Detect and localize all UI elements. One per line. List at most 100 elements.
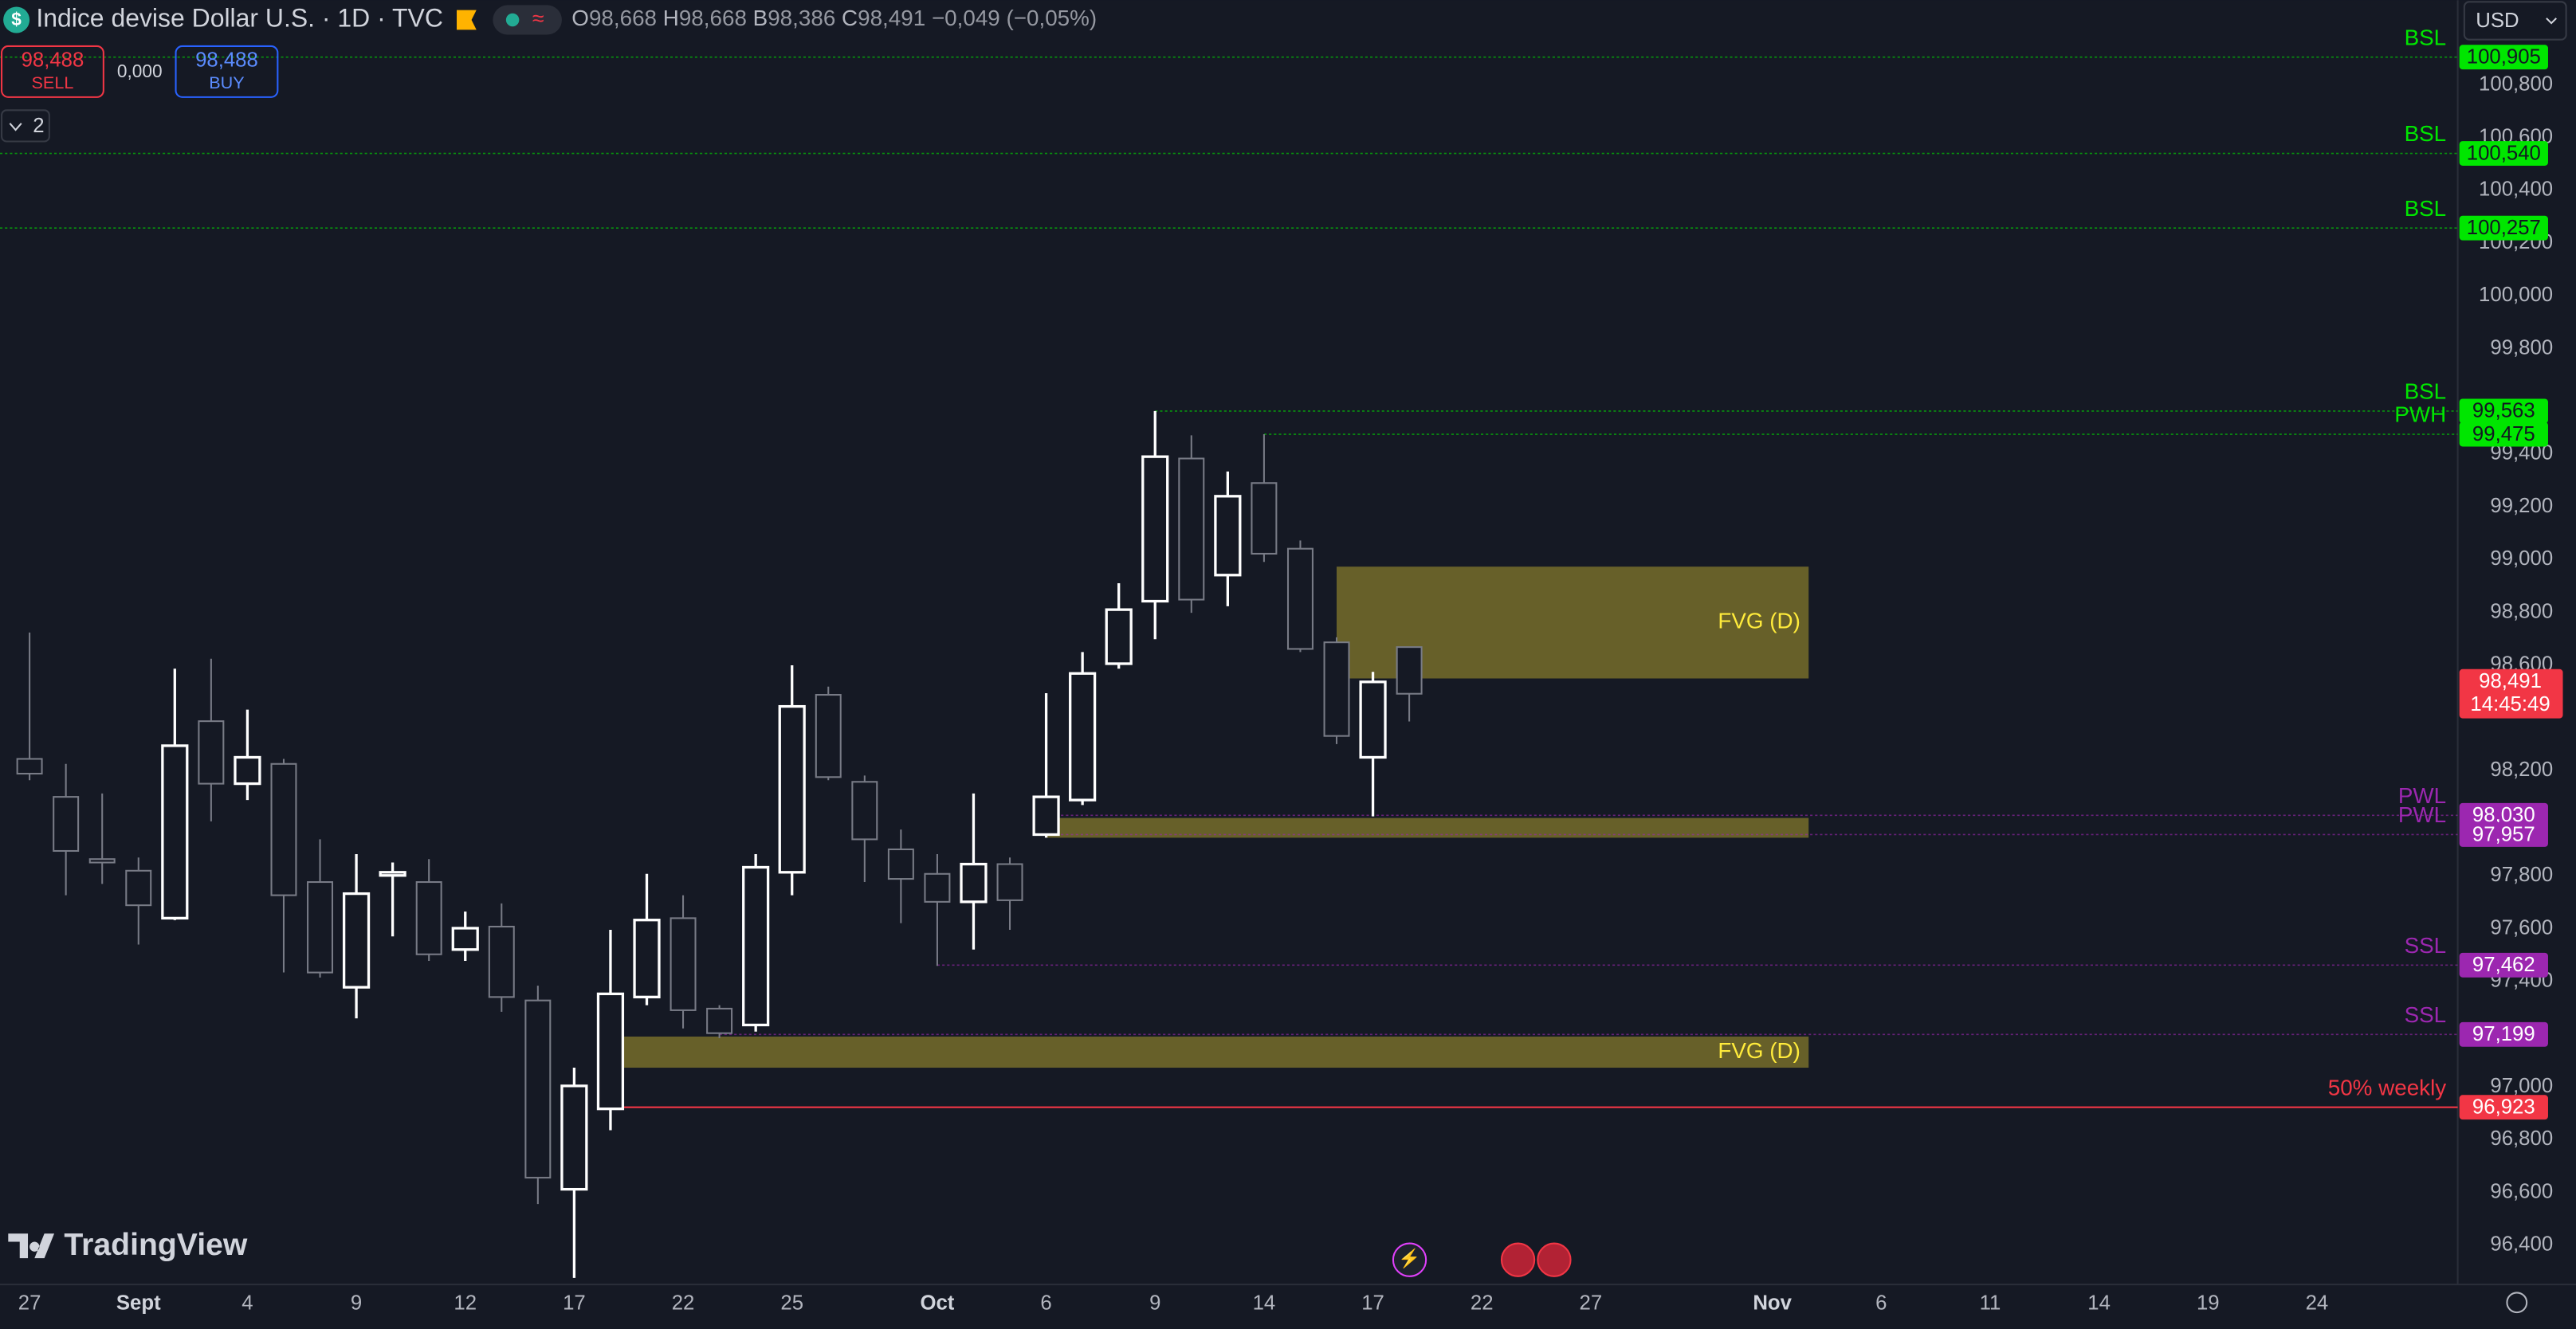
candle-body — [815, 694, 842, 778]
symbol-title[interactable]: Indice devise Dollar U.S. · 1D · TVC — [36, 3, 443, 32]
x-tick-label: 25 — [780, 1292, 803, 1315]
buy-label: BUY — [209, 73, 244, 92]
level-name: SSL — [2405, 1002, 2447, 1027]
currency-select[interactable] — [2463, 1, 2567, 41]
sell-button[interactable] — [1, 45, 104, 98]
level-price-label: 100,905 — [2467, 46, 2541, 69]
level-price-box — [2459, 1095, 2548, 1120]
level-price-box — [2459, 802, 2548, 828]
candle-body — [88, 858, 116, 864]
candle-body — [706, 1007, 733, 1034]
candle-body — [161, 744, 189, 920]
buy-price: 98,488 — [195, 49, 258, 71]
chevron — [2546, 18, 2557, 25]
y-tick-label: 99,800 — [2490, 336, 2553, 359]
y-tick-label: 97,800 — [2490, 864, 2553, 886]
x-tick-label: 6 — [1040, 1292, 1051, 1315]
candle-body — [924, 872, 951, 903]
candle-body — [1323, 641, 1350, 737]
symbol-icon[interactable] — [3, 6, 30, 33]
y-tick-label: 96,400 — [2490, 1233, 2553, 1256]
status-pill[interactable] — [493, 5, 562, 35]
level-price-box — [2459, 821, 2548, 847]
x-tick-label: Nov — [1753, 1292, 1792, 1315]
candle-body — [524, 999, 552, 1179]
settings-icon[interactable] — [2506, 1292, 2528, 1314]
y-tick-label: 100,400 — [2479, 178, 2553, 201]
level-price-label: 99,475 — [2472, 423, 2535, 445]
indicators-count: 2 — [33, 115, 44, 137]
candle-body — [379, 871, 406, 877]
ohlc-key: B — [753, 6, 768, 30]
zone-label: FVG (D) — [1718, 609, 1800, 633]
x-tick-label: 22 — [672, 1292, 695, 1315]
candle-body — [887, 848, 914, 880]
candle-body — [560, 1084, 588, 1191]
candle-body — [633, 919, 661, 998]
x-tick-label: 17 — [563, 1292, 586, 1315]
x-tick-label: 6 — [1875, 1292, 1887, 1315]
candle-body — [851, 781, 878, 841]
candle-body — [1214, 495, 1242, 577]
ohlc: O98,668 H98,668 B98,386 C98,491 −0,049 (… — [571, 6, 1097, 30]
currency: USD — [2476, 10, 2519, 32]
level-price-label: 97,462 — [2472, 954, 2535, 976]
y-tick-label: 97,000 — [2490, 1075, 2553, 1097]
x-tick-label: 22 — [1471, 1292, 1494, 1315]
indicators-toggle[interactable] — [1, 109, 50, 143]
candle-body — [596, 992, 625, 1111]
zone-label: FVG (D) — [1718, 1038, 1800, 1063]
y-tick-label: 98,200 — [2490, 759, 2553, 781]
level-price-box — [2459, 1021, 2548, 1047]
candle-body — [307, 881, 334, 974]
candle-body — [1105, 608, 1133, 665]
x-tick-label: 27 — [1580, 1292, 1603, 1315]
logo-mark — [8, 1233, 55, 1259]
x-tick-label: 14 — [2087, 1292, 2111, 1315]
event-glyph: ⚡ — [1398, 1248, 1420, 1269]
event-icon[interactable] — [1500, 1242, 1536, 1277]
x-tick-label: 19 — [2197, 1292, 2220, 1315]
level-price-label: 96,923 — [2472, 1096, 2535, 1119]
sell-price: 98,488 — [22, 49, 84, 71]
candle-body — [234, 755, 261, 786]
ohlc-key: C — [842, 6, 858, 30]
candle-body — [16, 758, 43, 775]
level-name: BSL — [2405, 121, 2447, 146]
level-price-label: 100,257 — [2467, 217, 2541, 239]
x-tick-label: Sept — [116, 1292, 161, 1315]
event-icon[interactable] — [1537, 1242, 1572, 1277]
candle-body — [125, 869, 152, 907]
candle-body — [1251, 482, 1278, 555]
candle-body — [342, 892, 371, 989]
candle-body — [1069, 672, 1097, 802]
level-price-box — [2459, 398, 2548, 424]
candle-body — [742, 865, 770, 1027]
buy-button[interactable] — [175, 45, 279, 98]
y-tick-label: 96,800 — [2490, 1127, 2553, 1150]
candle-body — [960, 862, 988, 904]
flag-icon[interactable] — [457, 10, 477, 30]
event-icon[interactable] — [1392, 1242, 1427, 1277]
x-tick-label: 11 — [1980, 1292, 2001, 1315]
spread: 0,000 — [117, 61, 163, 81]
x-tick-label: 24 — [2306, 1292, 2329, 1315]
ohlc-value: 98,668 — [589, 6, 657, 30]
logo: TradingView — [64, 1228, 247, 1262]
level-name: SSL — [2405, 933, 2447, 958]
status-wave: ≈ — [532, 6, 544, 30]
candle-body — [1178, 457, 1205, 601]
y-tick-label: 99,200 — [2490, 495, 2553, 517]
candle-body — [451, 927, 479, 951]
level-price-label: 100,540 — [2467, 142, 2541, 164]
x-tick-label: 9 — [351, 1292, 362, 1315]
y-tick-label: 100,000 — [2479, 284, 2553, 306]
last-price-label: 98,491 — [2479, 670, 2542, 692]
level-price-box — [2459, 952, 2548, 978]
level-price-label: 99,563 — [2472, 400, 2535, 422]
y-tick-label: 99,000 — [2490, 547, 2553, 570]
x-tick-label: 14 — [1253, 1292, 1276, 1315]
